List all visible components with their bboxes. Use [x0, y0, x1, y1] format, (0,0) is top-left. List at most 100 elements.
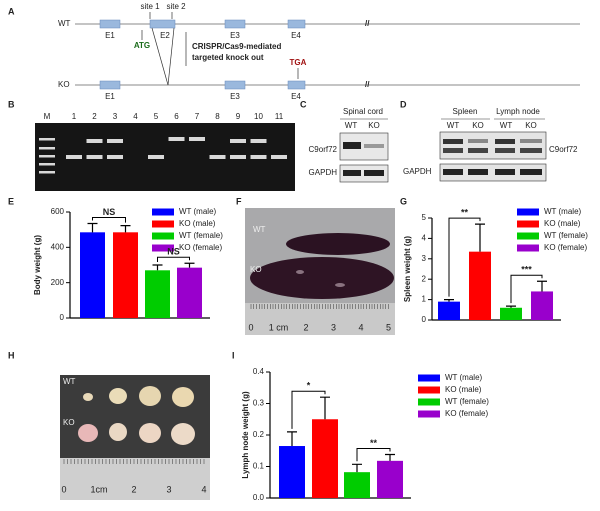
annotation: NS	[103, 207, 116, 217]
y-tick-label: 0.0	[253, 493, 265, 502]
ko-label: KO	[58, 80, 70, 89]
stop-codon: TGA	[290, 58, 307, 67]
bar	[80, 232, 105, 318]
tissue-label: Lymph node	[496, 107, 540, 116]
method-text: targeted knock out	[192, 53, 264, 62]
y-tick-label: 3	[422, 254, 427, 263]
lane-label: KO	[525, 121, 537, 130]
significance-bracket	[92, 216, 126, 223]
y-tick-label: 0.1	[253, 462, 265, 471]
legend-swatch	[152, 232, 174, 240]
blot	[439, 131, 547, 182]
lane-label: 1	[72, 112, 77, 121]
site-label: site 2	[166, 2, 186, 11]
legend-swatch	[418, 398, 440, 406]
annotation: ***	[521, 265, 532, 275]
panel-label: H	[8, 350, 15, 360]
bar	[113, 232, 138, 318]
ruler-label: 0	[61, 484, 66, 494]
gel-band	[66, 155, 82, 159]
significance-bracket	[356, 448, 391, 462]
annotation: NS	[167, 247, 180, 257]
legend-label: WT (male)	[445, 373, 483, 382]
lane-label: 2	[92, 112, 97, 121]
y-tick-label: 400	[51, 242, 65, 251]
legend-label: WT (female)	[179, 231, 223, 240]
legend-label: WT (male)	[544, 207, 582, 216]
ruler-label: 0	[248, 322, 253, 332]
tissue-label: Spleen	[453, 107, 478, 116]
error-bar	[152, 264, 163, 271]
error-bar	[120, 225, 131, 233]
error-bar	[320, 396, 330, 420]
spleen-photo	[245, 208, 395, 335]
gel-band	[148, 155, 164, 159]
ruler-label: 3	[331, 322, 336, 332]
lane-label: 4	[133, 112, 138, 121]
protein-label: C9orf72	[549, 145, 578, 154]
y-tick-label: 0	[60, 313, 65, 322]
ruler-label: 1 cm	[269, 322, 289, 332]
gel-band	[39, 138, 55, 141]
error-bar	[506, 305, 516, 308]
lane-label: 9	[236, 112, 241, 121]
bar	[438, 301, 460, 320]
y-tick-label: 1	[422, 295, 427, 304]
y-tick-label: 4	[422, 234, 427, 243]
legend-swatch	[517, 244, 539, 252]
gel-band	[107, 155, 123, 159]
exon-label: E2	[160, 31, 170, 40]
gel-band	[209, 155, 226, 159]
legend-swatch	[152, 220, 174, 228]
lane-label: WT	[447, 121, 460, 130]
exon-label: E3	[230, 92, 240, 101]
legend-label: KO (female)	[445, 409, 488, 418]
legend-label: KO (female)	[179, 243, 222, 252]
exon-label: E4	[291, 31, 301, 40]
method-text: CRISPR/Cas9-mediated	[192, 42, 281, 51]
ruler-label: 1cm	[90, 484, 107, 494]
panel-label: A	[8, 6, 15, 16]
annotation: **	[461, 207, 469, 217]
y-tick-label: 600	[51, 207, 65, 216]
legend-label: WT (female)	[544, 231, 588, 240]
error-bar	[537, 280, 547, 292]
panel-label: B	[8, 99, 15, 109]
lymph-node-photo	[60, 375, 210, 500]
error-bar	[184, 262, 195, 268]
significance-bracket	[157, 256, 190, 262]
ruler-label: 3	[166, 484, 171, 494]
y-tick-label: 200	[51, 278, 65, 287]
gel-band	[86, 155, 103, 159]
exon-label: E1	[105, 31, 115, 40]
gel-band	[230, 139, 246, 143]
y-tick-label: 0.2	[253, 430, 265, 439]
sample-label: WT	[253, 225, 266, 234]
gel-band	[250, 139, 267, 143]
panel-label: E	[8, 196, 14, 206]
significance-bracket	[448, 217, 481, 297]
legend-swatch	[152, 244, 174, 252]
bar	[377, 460, 403, 498]
ruler-label: 2	[303, 322, 308, 332]
lane-label: 3	[113, 112, 118, 121]
legend-label: WT (female)	[445, 397, 489, 406]
y-tick-label: 0.4	[253, 367, 265, 376]
blot	[339, 132, 389, 183]
panel-label: C	[300, 99, 307, 109]
y-axis-title: Body weight (g)	[33, 235, 42, 295]
y-tick-label: 0.3	[253, 399, 265, 408]
bar	[177, 267, 202, 318]
gel-band	[271, 155, 287, 159]
gel-band	[107, 139, 123, 143]
y-tick-label: 5	[422, 213, 427, 222]
legend-label: WT (male)	[179, 207, 217, 216]
lane-label: 6	[174, 112, 179, 121]
ruler-label: 4	[358, 322, 363, 332]
lane-label: 11	[275, 112, 284, 121]
error-bar	[287, 431, 297, 447]
lane-label: 10	[254, 112, 263, 121]
gel-band	[230, 155, 246, 159]
legend-swatch	[418, 386, 440, 394]
gel-band	[250, 155, 267, 159]
